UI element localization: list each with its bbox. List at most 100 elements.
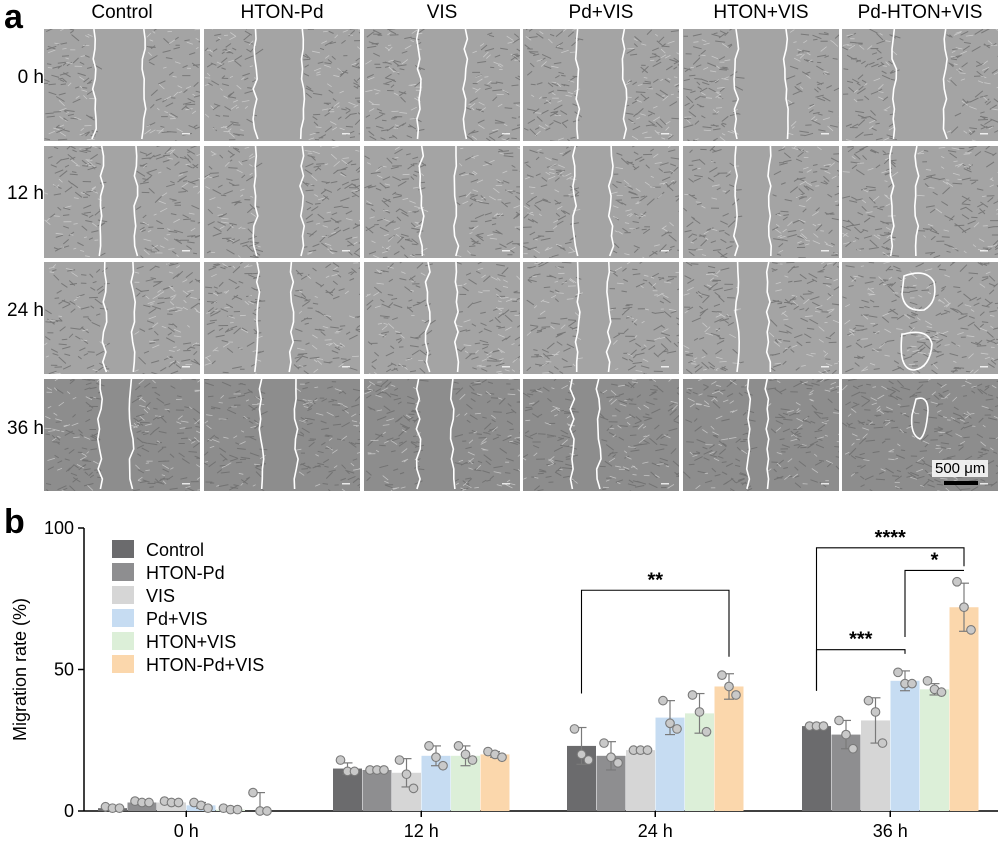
data-point	[349, 766, 360, 777]
bar	[480, 754, 510, 811]
data-point	[701, 726, 712, 737]
column-header-pd-vis: Pd+VIS	[568, 2, 634, 23]
significance-bracket	[580, 589, 730, 694]
data-point	[599, 738, 609, 748]
micrograph-24h-col1	[44, 262, 200, 374]
micrograph-0h-col6	[842, 29, 998, 141]
micrograph-36h-col4	[523, 379, 679, 491]
legend-label: Pd+VIS	[146, 609, 208, 629]
significance-label: ***	[849, 629, 873, 651]
legend-label: Control	[146, 540, 204, 560]
significance-bracket	[815, 649, 906, 691]
data-point	[613, 758, 623, 768]
data-point	[408, 783, 419, 794]
data-point	[467, 755, 478, 765]
x-tick-label: 24 h	[638, 821, 673, 841]
data-point	[203, 803, 213, 814]
micrograph-24h-col6	[842, 262, 998, 374]
micrograph-0h-col4	[523, 29, 679, 141]
significance-bracket	[904, 569, 964, 637]
bar	[949, 607, 979, 811]
data-point	[936, 687, 947, 697]
data-point	[424, 741, 434, 751]
legend-swatch	[112, 563, 134, 581]
row-header-0h: 0 h	[17, 67, 44, 88]
data-point	[379, 765, 389, 775]
significance-bracket	[815, 547, 965, 691]
y-tick-label: 50	[54, 660, 74, 680]
data-point	[694, 707, 705, 717]
data-point	[922, 675, 933, 686]
bar	[920, 689, 949, 811]
panel-a-letter: a	[4, 0, 23, 36]
significance-label: **	[647, 569, 663, 591]
data-point	[834, 715, 844, 726]
column-header-pd-hton-vis: Pd-HTON+VIS	[857, 2, 983, 23]
scale-bar	[944, 481, 978, 485]
micrograph-36h-col3	[364, 379, 520, 491]
bar	[890, 680, 920, 811]
micrograph-0h-col5	[683, 29, 839, 141]
x-tick-label: 0 h	[174, 821, 199, 841]
data-point	[438, 760, 448, 771]
legend-swatch	[112, 540, 134, 558]
data-point	[717, 670, 727, 681]
micrograph-12h-col1	[44, 146, 200, 258]
data-point	[966, 625, 976, 635]
migration-bar-chart: 0 50 100 Migration rate (%) 0 h 12 h 24 h 36 h *…	[10, 518, 998, 841]
data-point	[870, 707, 881, 717]
significance-label: ****	[875, 527, 906, 549]
bar	[714, 686, 744, 811]
data-point	[724, 681, 734, 692]
data-point	[335, 755, 346, 765]
scale-bar-label: 500 μm	[932, 460, 989, 477]
data-point	[658, 695, 668, 706]
micrograph-0h-col2	[204, 29, 360, 141]
data-point	[576, 749, 587, 760]
micrograph-12h-col3	[364, 146, 520, 258]
micrograph-24h-col2	[204, 262, 360, 374]
micrograph-36h-col2	[204, 379, 360, 491]
legend-label: HTON-Pd	[146, 563, 225, 583]
column-header-vis: VIS	[426, 2, 458, 23]
data-point	[893, 667, 903, 678]
data-point	[232, 804, 243, 815]
micrograph-36h-col5	[683, 379, 839, 491]
legend-label: HTON-Pd+VIS	[146, 655, 264, 675]
legend-swatch	[112, 655, 134, 673]
data-point	[877, 738, 888, 748]
column-header-control: Control	[91, 2, 153, 23]
column-header-hton-vis: HTON+VIS	[713, 2, 809, 23]
panel-b-letter: b	[4, 503, 25, 541]
row-header-24h: 24 h	[7, 300, 44, 321]
data-point	[665, 718, 675, 729]
micrograph-12h-col4	[523, 146, 679, 258]
significance-label: *	[931, 549, 939, 571]
y-axis-label: Migration rate (%)	[10, 598, 30, 741]
legend-swatch	[112, 586, 134, 604]
data-point	[848, 743, 858, 754]
data-point	[262, 806, 272, 816]
data-point	[642, 745, 653, 756]
data-point	[606, 752, 616, 763]
data-point	[907, 678, 917, 689]
y-tick-label: 0	[64, 801, 74, 821]
bar	[362, 769, 392, 811]
micrograph-0h-col3	[364, 29, 520, 141]
bar	[626, 750, 655, 811]
data-point	[583, 755, 594, 765]
data-point	[952, 576, 962, 587]
bar	[802, 726, 831, 811]
micrograph-24h-col4	[523, 262, 679, 374]
x-tick-label: 36 h	[873, 821, 908, 841]
x-tick-label: 12 h	[404, 821, 439, 841]
data-point	[460, 749, 471, 760]
data-point	[401, 769, 412, 780]
data-point	[818, 721, 829, 731]
column-header-hton-pd: HTON-Pd	[240, 2, 324, 23]
data-point	[431, 752, 441, 763]
data-point	[687, 690, 698, 700]
micrograph-12h-col6	[842, 146, 998, 258]
data-point	[672, 724, 682, 734]
data-point	[394, 755, 405, 765]
